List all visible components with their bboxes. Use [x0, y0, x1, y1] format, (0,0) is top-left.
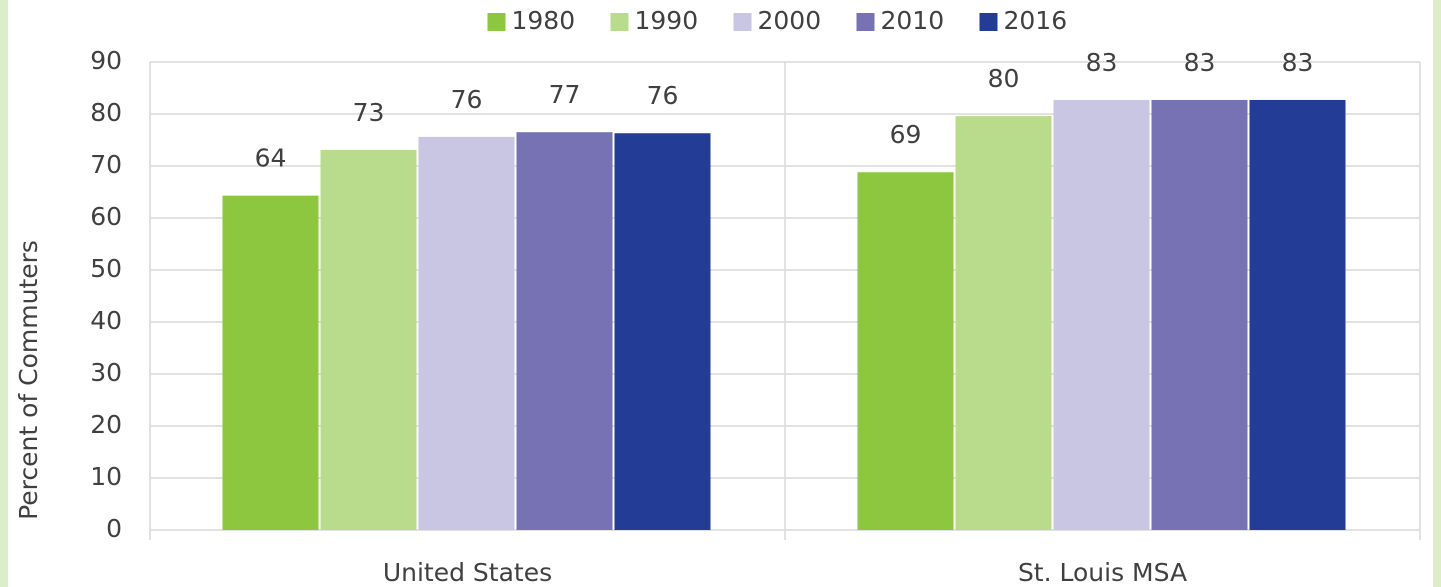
legend-label: 2000: [758, 6, 822, 35]
y-tick-label: 90: [90, 46, 122, 75]
value-label: 64: [255, 144, 287, 173]
bar: [1249, 99, 1346, 531]
x-tick-label: United States: [383, 558, 552, 587]
legend-swatch: [856, 13, 875, 31]
legend-swatch: [733, 13, 752, 31]
bar: [1053, 99, 1150, 531]
value-label: 77: [549, 80, 581, 109]
bar: [614, 133, 711, 531]
y-tick-label: 30: [90, 358, 122, 387]
value-label: 83: [1184, 48, 1216, 77]
y-tick-label: 50: [90, 254, 122, 283]
y-tick-label: 20: [90, 410, 122, 439]
bar: [955, 116, 1052, 530]
y-tick-label: 0: [106, 514, 122, 543]
legend-swatch: [610, 13, 629, 31]
right-border: [1433, 0, 1441, 587]
bar: [1151, 99, 1248, 531]
bar: [857, 172, 954, 531]
value-label: 76: [451, 85, 483, 114]
bar: [222, 195, 319, 530]
left-border: [0, 0, 8, 587]
value-label: 83: [1282, 48, 1314, 77]
legend-swatch: [487, 13, 506, 31]
legend-label: 1990: [635, 6, 699, 35]
legend-label: 1980: [512, 6, 576, 35]
bar: [418, 136, 515, 530]
value-label: 73: [353, 98, 385, 127]
y-tick-label: 40: [90, 306, 122, 335]
x-tick-label: St. Louis MSA: [1018, 558, 1187, 587]
bar: [516, 132, 613, 530]
y-tick-label: 60: [90, 202, 122, 231]
legend-label: 2010: [881, 6, 945, 35]
y-tick-label: 80: [90, 98, 122, 127]
legend-label: 2016: [1004, 6, 1068, 35]
value-label: 83: [1086, 48, 1118, 77]
value-label: 76: [647, 81, 679, 110]
value-label: 80: [988, 64, 1020, 93]
bar: [320, 149, 417, 530]
y-axis-label: Percent of Commuters: [14, 240, 43, 520]
y-tick-label: 10: [90, 462, 122, 491]
legend-swatch: [979, 13, 998, 31]
y-tick-label: 70: [90, 150, 122, 179]
value-label: 69: [890, 120, 922, 149]
